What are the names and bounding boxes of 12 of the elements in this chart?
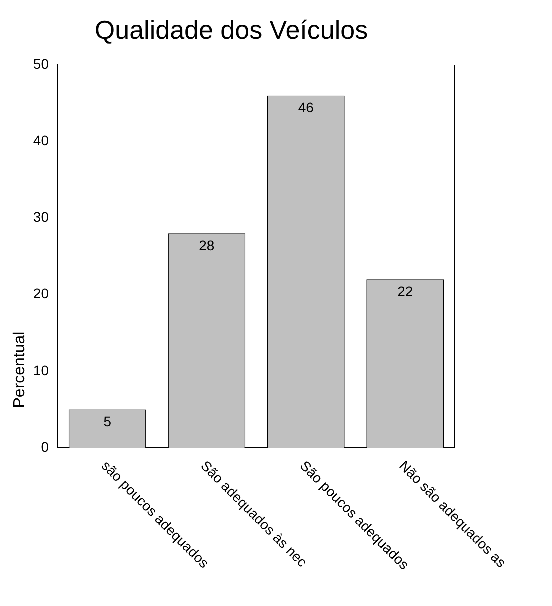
chart-title: Qualidade dos Veículos bbox=[94, 14, 368, 45]
y-tick-label: 40 bbox=[33, 132, 50, 149]
data-label: 46 bbox=[298, 100, 314, 116]
y-axis-title: Percentual bbox=[11, 332, 28, 408]
data-label: 22 bbox=[398, 283, 414, 300]
data-label: 28 bbox=[199, 237, 215, 254]
y-tick-label: 30 bbox=[33, 209, 50, 226]
y-tick-label: 0 bbox=[41, 438, 50, 455]
data-label: 5 bbox=[104, 414, 112, 430]
y-tick-label: 10 bbox=[33, 362, 50, 378]
y-tick-label: 50 bbox=[33, 56, 50, 72]
y-tick-label: 20 bbox=[33, 286, 50, 302]
